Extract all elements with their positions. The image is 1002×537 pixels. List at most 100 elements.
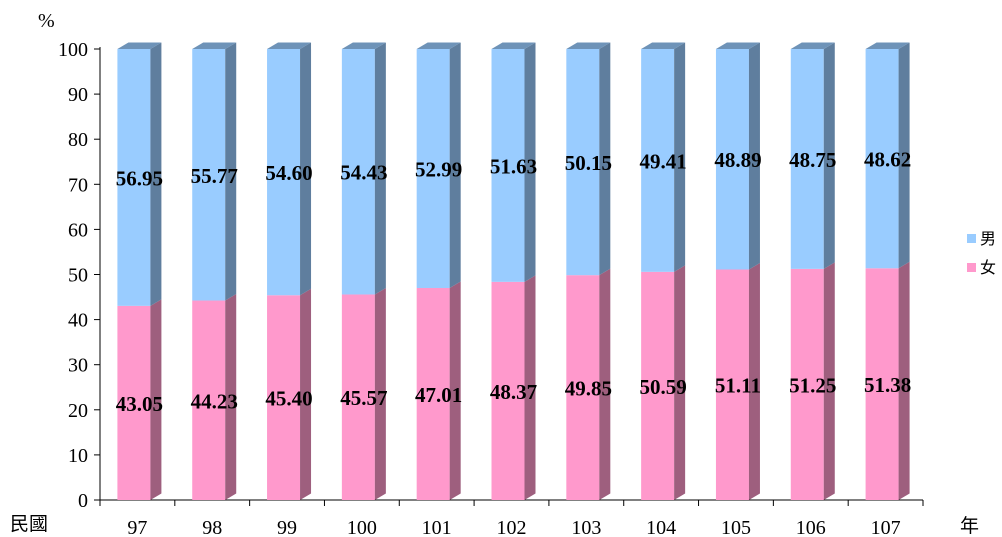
data-label-female: 48.37 <box>490 380 537 404</box>
bar-top <box>117 42 162 49</box>
data-label-female: 51.38 <box>864 373 911 397</box>
bar-segment-female <box>566 268 611 500</box>
legend: 男女 <box>967 229 996 277</box>
bar-segment-female <box>641 265 686 500</box>
x-tick-label: 102 <box>497 517 527 537</box>
bar-segment-male <box>491 42 536 282</box>
bar-segment-male <box>641 42 686 272</box>
bar-front <box>566 49 600 276</box>
bar-segment-male <box>566 42 611 276</box>
axes: 0 10 20 30 40 50 60 70 80 90 100 97 98 99 100 101 102 103… <box>58 39 924 537</box>
x-axis-suffix: 年 <box>960 515 979 537</box>
bar-segment-female <box>790 262 835 500</box>
bar-front <box>267 49 301 296</box>
bar-segment-female <box>192 294 237 500</box>
bar-top <box>641 42 686 49</box>
bar-segment-male <box>865 42 910 269</box>
bar-side <box>748 42 760 270</box>
data-label-female: 47.01 <box>415 383 462 407</box>
bar-front <box>715 49 749 270</box>
x-tick-label: 101 <box>422 517 452 537</box>
bar-front <box>416 49 450 288</box>
bar-side <box>599 268 611 500</box>
bar-front <box>491 281 525 500</box>
legend-label: 女 <box>980 258 996 277</box>
x-tick-label: 106 <box>796 517 826 537</box>
bar-top <box>566 42 611 49</box>
bars <box>117 42 910 500</box>
bar-top <box>715 42 760 49</box>
bar-top <box>341 42 386 49</box>
y-tick-label: 20 <box>68 400 88 422</box>
x-tick-label: 104 <box>646 517 676 537</box>
bar-segment-female <box>416 281 461 500</box>
bar-front <box>117 49 151 306</box>
x-tick-label: 98 <box>202 517 222 537</box>
x-tick-label: 97 <box>127 517 147 537</box>
x-axis-prefix: 民國 <box>10 513 48 535</box>
bar-top <box>865 42 910 49</box>
bar-side <box>823 262 835 500</box>
x-tick-label: 100 <box>347 517 377 537</box>
bar-side <box>449 281 461 500</box>
data-label-male: 48.62 <box>864 148 911 172</box>
bar-side <box>225 294 237 500</box>
bar-front <box>267 295 301 500</box>
bar-front <box>790 268 824 500</box>
bar-top <box>790 42 835 49</box>
bar-top <box>192 42 237 49</box>
y-tick-label: 30 <box>68 355 88 377</box>
data-label-female: 44.23 <box>191 389 238 413</box>
bar-top <box>416 42 461 49</box>
bar-side <box>674 42 686 272</box>
data-label-male: 48.75 <box>789 148 836 172</box>
bar-side <box>524 42 536 282</box>
bar-segment-female <box>715 262 760 500</box>
bar-side <box>374 287 386 500</box>
bar-side <box>898 42 910 269</box>
y-tick-label: 100 <box>58 39 88 61</box>
data-label-male: 49.41 <box>640 149 687 173</box>
bar-side <box>150 299 162 500</box>
data-label-female: 49.85 <box>565 377 612 401</box>
x-tick-label: 99 <box>277 517 297 537</box>
bar-segment-male <box>192 42 237 301</box>
bar-segment-female <box>341 287 386 500</box>
x-tick-label: 107 <box>871 517 901 537</box>
data-label-male: 56.95 <box>116 166 163 190</box>
bar-segment-male <box>715 42 760 270</box>
bar-segment-male <box>341 42 386 295</box>
bar-side <box>674 265 686 500</box>
data-label-male: 55.77 <box>191 164 238 188</box>
y-tick-label: 70 <box>68 174 88 196</box>
bar-front <box>566 275 600 500</box>
bar-side <box>748 262 760 500</box>
y-tick-label: 90 <box>68 84 88 106</box>
bar-top <box>267 42 312 49</box>
bar-front <box>641 271 675 500</box>
bar-front <box>715 269 749 500</box>
bar-front <box>192 49 226 301</box>
bar-front <box>491 49 525 282</box>
data-label-male: 54.60 <box>265 161 312 185</box>
data-label-female: 43.05 <box>116 392 163 416</box>
bar-segment-male <box>117 42 162 306</box>
bar-segment-male <box>416 42 461 288</box>
bar-side <box>449 42 461 288</box>
data-label-female: 51.11 <box>715 374 761 398</box>
data-label-female: 50.59 <box>640 375 687 399</box>
bar-segment-female <box>865 261 910 500</box>
bar-side <box>300 288 312 500</box>
data-label-male: 54.43 <box>340 161 387 185</box>
bar-side <box>524 275 536 500</box>
bar-front <box>790 49 824 269</box>
bar-side <box>300 42 312 296</box>
data-label-male: 48.89 <box>714 148 761 172</box>
y-tick-label: 50 <box>68 265 88 287</box>
x-tick-label: 103 <box>571 517 601 537</box>
bar-front <box>865 268 899 500</box>
bar-side <box>898 261 910 500</box>
bar-segment-female <box>117 299 162 500</box>
data-label-male: 52.99 <box>415 157 462 181</box>
